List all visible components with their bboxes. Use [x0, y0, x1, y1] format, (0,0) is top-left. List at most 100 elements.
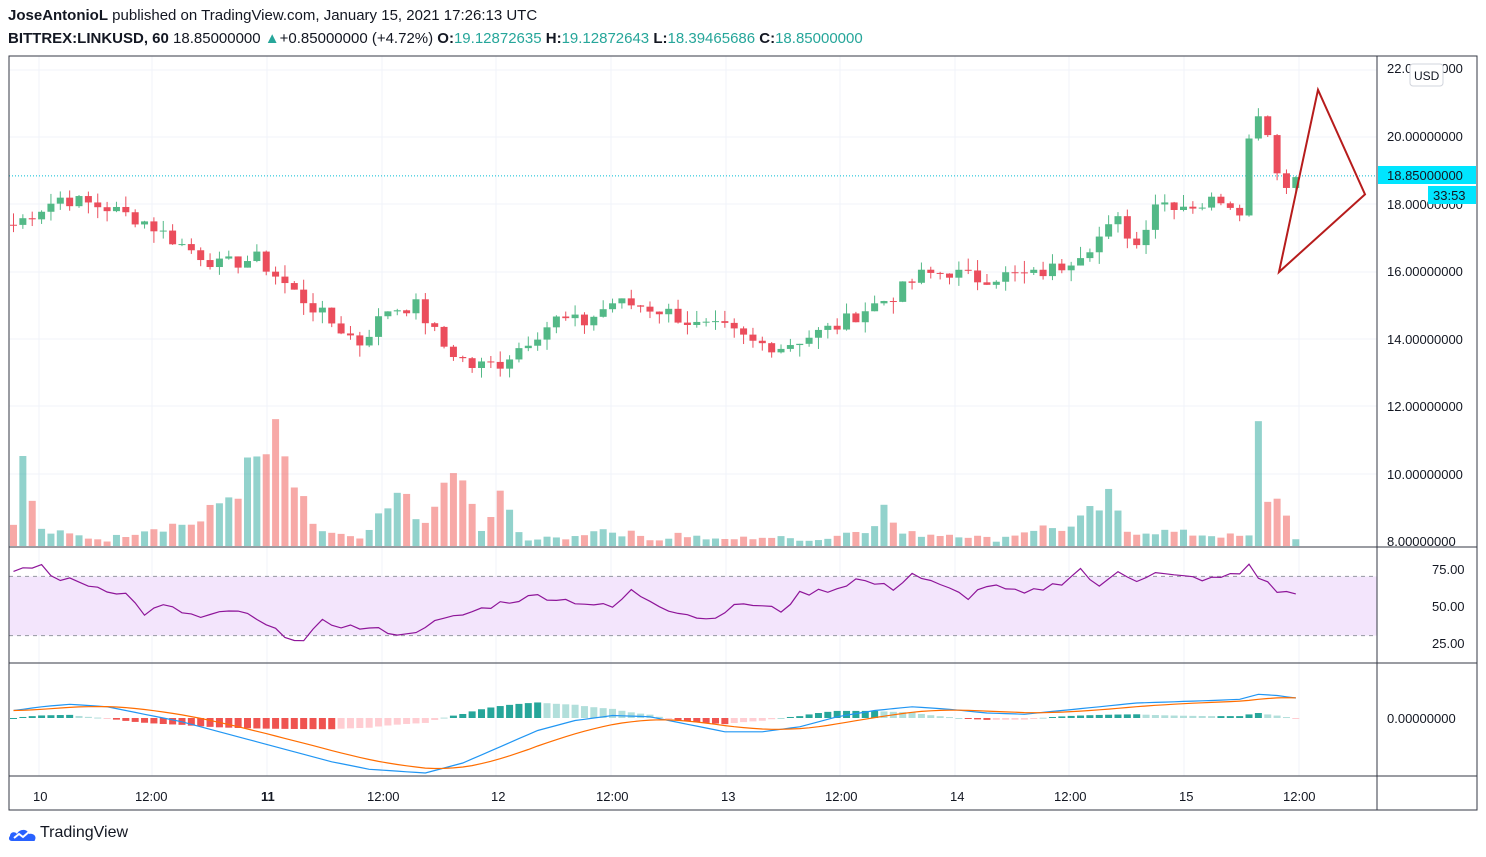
- macd-histogram-bar: [38, 715, 46, 718]
- volume-bar: [899, 533, 907, 546]
- volume-bar: [56, 530, 64, 546]
- candle-body: [843, 313, 851, 330]
- macd-histogram-bar: [683, 718, 691, 722]
- countdown-label: 33:53: [1433, 188, 1466, 203]
- macd-histogram-bar: [1095, 714, 1103, 718]
- macd-histogram-bar: [1142, 714, 1150, 718]
- candle-body: [56, 197, 64, 204]
- rsi-tick-25: 25.00: [1432, 636, 1465, 651]
- time-tick-1: 12:00: [135, 789, 168, 804]
- candle-body: [84, 196, 92, 203]
- volume-bar: [1217, 537, 1225, 546]
- volume-bar: [300, 496, 308, 546]
- rsi-band: [9, 575, 1377, 637]
- candle-body: [346, 333, 354, 336]
- volume-bar: [777, 536, 785, 546]
- candle-body: [899, 281, 907, 302]
- volume-bar: [440, 482, 448, 546]
- macd-histogram-bar: [983, 718, 991, 720]
- macd-histogram-bar: [627, 712, 635, 718]
- volume-bar: [197, 521, 205, 546]
- macd-histogram-bar: [449, 715, 457, 718]
- macd-histogram-bar: [47, 715, 55, 718]
- candle-body: [412, 299, 420, 314]
- countdown-marker: [1428, 186, 1476, 204]
- macd-histogram-bar: [187, 718, 195, 726]
- volume-bars: [10, 419, 1300, 546]
- volume-bar: [75, 535, 83, 546]
- volume-bar: [478, 530, 485, 546]
- macd-histogram-bar: [346, 718, 354, 729]
- candle-body: [1273, 135, 1281, 174]
- volume-bar: [1170, 531, 1178, 546]
- macd-histogram-bar: [777, 717, 785, 719]
- volume-bar: [159, 531, 167, 546]
- volume-bar: [1123, 531, 1131, 546]
- volume-bar: [19, 456, 27, 546]
- volume-bar: [1282, 515, 1290, 546]
- volume-bar: [66, 533, 74, 546]
- candle-body: [627, 298, 635, 306]
- volume-bar: [365, 529, 373, 546]
- macd-histogram-bar: [1002, 718, 1010, 720]
- volume-bar: [169, 523, 177, 546]
- candle-body: [468, 358, 476, 368]
- volume-bar: [47, 533, 55, 546]
- macd-histogram-bar: [281, 718, 289, 729]
- volume-bar: [814, 540, 822, 546]
- candle-body: [47, 203, 55, 212]
- candle-body: [1236, 207, 1244, 216]
- time-tick-3: 12:00: [367, 789, 400, 804]
- candle-body: [94, 202, 102, 208]
- candle-body: [1264, 116, 1272, 136]
- macd-histogram-bar: [328, 718, 336, 730]
- triangle-drawing[interactable]: [1277, 86, 1367, 275]
- macd-histogram-bar: [899, 712, 907, 718]
- volume-bar: [534, 539, 542, 546]
- macd-histogram-bar: [253, 718, 261, 729]
- author-name[interactable]: JoseAntonioL: [8, 7, 108, 24]
- macd-histogram-bar: [131, 718, 139, 722]
- candle-body: [131, 212, 139, 225]
- macd-histogram-bar: [749, 718, 757, 722]
- macd-histogram-bar: [122, 718, 130, 721]
- macd-histogram-bar: [112, 718, 120, 720]
- candle-body: [459, 357, 467, 359]
- candle-body: [665, 308, 673, 315]
- tradingview-brand[interactable]: TradingView: [8, 823, 128, 843]
- macd-histogram-bar: [590, 707, 598, 718]
- symbol-name[interactable]: BITTREX:LINKUSD, 60: [8, 30, 169, 47]
- volume-bar: [861, 533, 869, 546]
- candle-body: [1020, 272, 1028, 274]
- volume-bar: [122, 537, 130, 546]
- candle-body: [206, 260, 214, 268]
- volume-bar: [1273, 498, 1281, 546]
- volume-bar: [1095, 510, 1103, 546]
- time-tick-9: 12:00: [1054, 789, 1087, 804]
- candle-body: [693, 321, 701, 325]
- macd-histogram-bar: [75, 715, 83, 718]
- volume-bar: [889, 522, 897, 546]
- candle-body: [618, 298, 626, 304]
- currency-badge[interactable]: [1409, 63, 1444, 87]
- volume-bar: [1189, 535, 1197, 546]
- macd-histogram-bar: [1020, 718, 1028, 720]
- candle-body: [1282, 173, 1290, 188]
- volume-bar: [412, 519, 420, 546]
- volume-bar: [655, 540, 663, 546]
- macd-histogram-bar: [206, 718, 214, 727]
- volume-bar: [1292, 539, 1300, 546]
- candle-body: [215, 258, 223, 268]
- volume-bar: [28, 500, 36, 546]
- axis-labels: 22.00000000 20.00000000 18.00000000 16.0…: [33, 61, 1476, 804]
- candle-body: [1292, 177, 1300, 188]
- macd-histogram-bar: [421, 718, 429, 723]
- candle-body: [262, 251, 270, 272]
- macd-histogram-bar: [824, 711, 832, 718]
- macd-histogram-bar: [599, 708, 607, 718]
- candle-body: [150, 221, 158, 232]
- volume-bar: [515, 532, 523, 546]
- candle-body: [562, 316, 570, 319]
- candle-body: [1142, 229, 1150, 246]
